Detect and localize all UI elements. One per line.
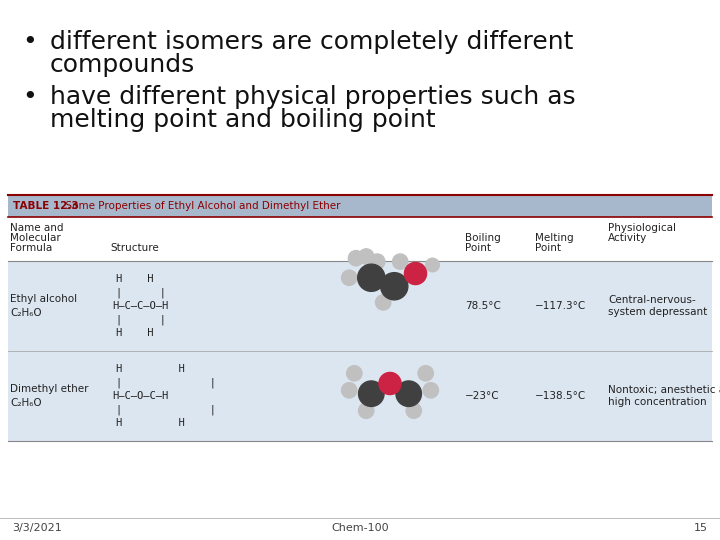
Text: system depressant: system depressant [608,307,707,317]
Circle shape [423,383,438,398]
Text: H         H: H H [116,418,185,428]
Text: Central-nervous-: Central-nervous- [608,295,696,305]
Circle shape [418,366,433,381]
Bar [8,261,712,351]
Text: high concentration: high concentration [608,397,706,407]
Text: Point: Point [535,243,561,253]
Text: Structure: Structure [110,243,158,253]
Text: melting point and boiling point: melting point and boiling point [50,108,436,132]
Text: compounds: compounds [50,53,195,77]
Circle shape [405,262,426,285]
Text: different isomers are completely different: different isomers are completely differe… [50,30,573,54]
Text: −23°C: −23°C [465,391,500,401]
Text: H    H: H H [116,274,153,284]
Text: Point: Point [465,243,491,253]
Text: Nontoxic; anesthetic at: Nontoxic; anesthetic at [608,385,720,395]
Text: |      |: | | [116,287,166,298]
Text: H         H: H H [116,364,185,374]
Text: Formula: Formula [10,243,53,253]
Bar [8,351,712,441]
Text: Dimethyl ether: Dimethyl ether [10,384,89,394]
Circle shape [359,381,384,407]
Circle shape [358,264,385,292]
Text: |              |: | | [116,377,216,388]
Circle shape [369,254,385,269]
Bar [8,217,712,261]
Circle shape [341,270,357,286]
Text: Physiological: Physiological [608,223,676,233]
Circle shape [346,366,362,381]
Text: C₂H₆O: C₂H₆O [10,308,42,318]
Text: Name and: Name and [10,223,63,233]
Text: •: • [22,85,37,109]
Text: Ethyl alcohol: Ethyl alcohol [10,294,77,304]
Text: 3/3/2021: 3/3/2021 [12,523,62,533]
Text: have different physical properties such as: have different physical properties such … [50,85,575,109]
Text: C₂H₆O: C₂H₆O [10,398,42,408]
Text: TABLE 12.3: TABLE 12.3 [13,201,78,211]
Circle shape [376,295,391,310]
Circle shape [396,381,421,407]
Text: H–C–C–O–H: H–C–C–O–H [112,301,168,311]
Circle shape [381,273,408,300]
Text: H–C–O–C–H: H–C–O–C–H [112,391,168,401]
Text: 78.5°C: 78.5°C [465,301,501,311]
Text: Some Properties of Ethyl Alcohol and Dimethyl Ether: Some Properties of Ethyl Alcohol and Dim… [59,201,341,211]
Text: |              |: | | [116,404,216,415]
Circle shape [426,258,439,272]
Circle shape [379,373,401,395]
Text: Activity: Activity [608,233,647,243]
Text: H    H: H H [116,328,153,338]
Circle shape [392,254,408,269]
Text: −138.5°C: −138.5°C [535,391,586,401]
Text: •: • [22,30,37,54]
Circle shape [348,251,364,266]
Text: |      |: | | [116,314,166,325]
Circle shape [341,383,357,398]
Bar [8,195,712,217]
Text: −117.3°C: −117.3°C [535,301,586,311]
Circle shape [359,403,374,418]
Text: Boiling: Boiling [465,233,500,243]
Circle shape [359,249,374,264]
Text: Chem-100: Chem-100 [331,523,389,533]
Text: Melting: Melting [535,233,574,243]
Text: 15: 15 [694,523,708,533]
Circle shape [406,403,421,418]
Text: Molecular: Molecular [10,233,60,243]
